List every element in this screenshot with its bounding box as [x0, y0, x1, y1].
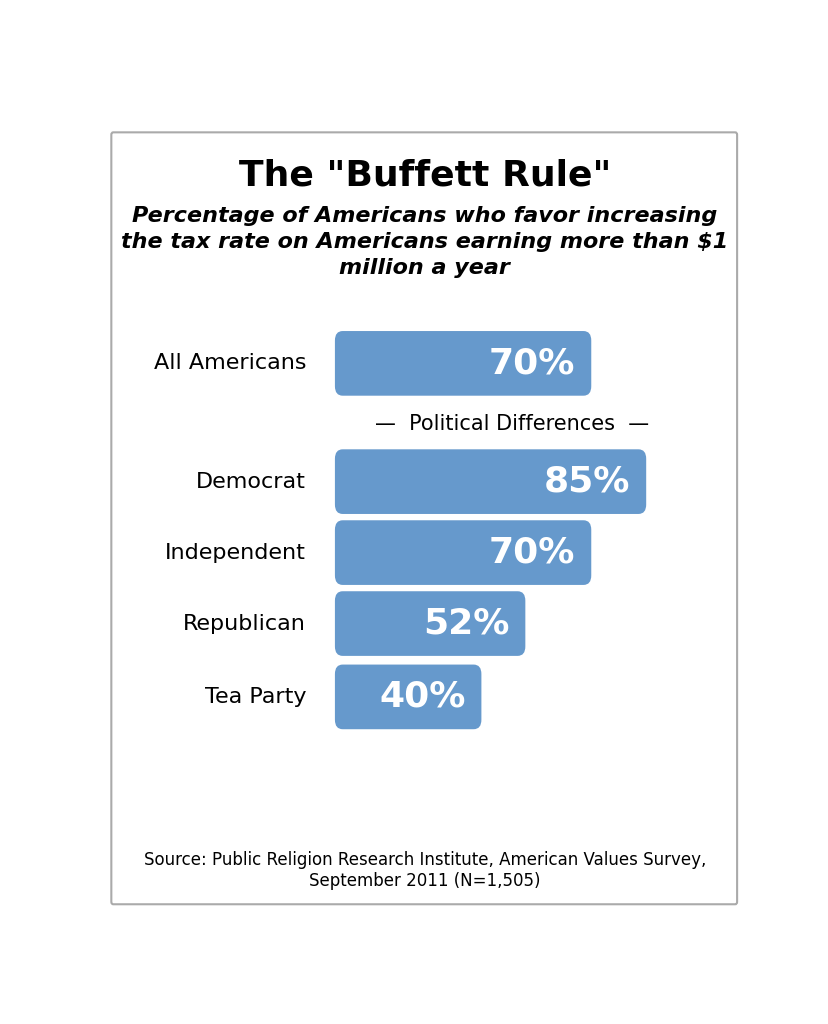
Text: 52%: 52%	[422, 606, 508, 641]
Text: 70%: 70%	[489, 346, 575, 380]
FancyBboxPatch shape	[335, 331, 590, 395]
Text: Republican: Republican	[183, 613, 306, 634]
Text: Democrat: Democrat	[196, 472, 306, 492]
Text: 85%: 85%	[543, 465, 629, 499]
Text: 40%: 40%	[378, 680, 465, 714]
Text: The "Buffett Rule": The "Buffett Rule"	[238, 159, 610, 193]
Text: Independent: Independent	[165, 543, 306, 562]
FancyBboxPatch shape	[335, 591, 525, 656]
Text: 70%: 70%	[489, 536, 575, 569]
FancyBboxPatch shape	[335, 520, 590, 585]
Text: —  Political Differences  —: — Political Differences —	[374, 414, 647, 434]
Text: Percentage of Americans who favor increasing
the tax rate on Americans earning m: Percentage of Americans who favor increa…	[121, 206, 728, 279]
Text: All Americans: All Americans	[153, 353, 306, 374]
FancyBboxPatch shape	[335, 450, 645, 514]
FancyBboxPatch shape	[111, 132, 736, 904]
FancyBboxPatch shape	[335, 665, 481, 729]
Text: Source: Public Religion Research Institute, American Values Survey,
September 20: Source: Public Religion Research Institu…	[143, 851, 705, 890]
Text: Tea Party: Tea Party	[205, 687, 306, 707]
